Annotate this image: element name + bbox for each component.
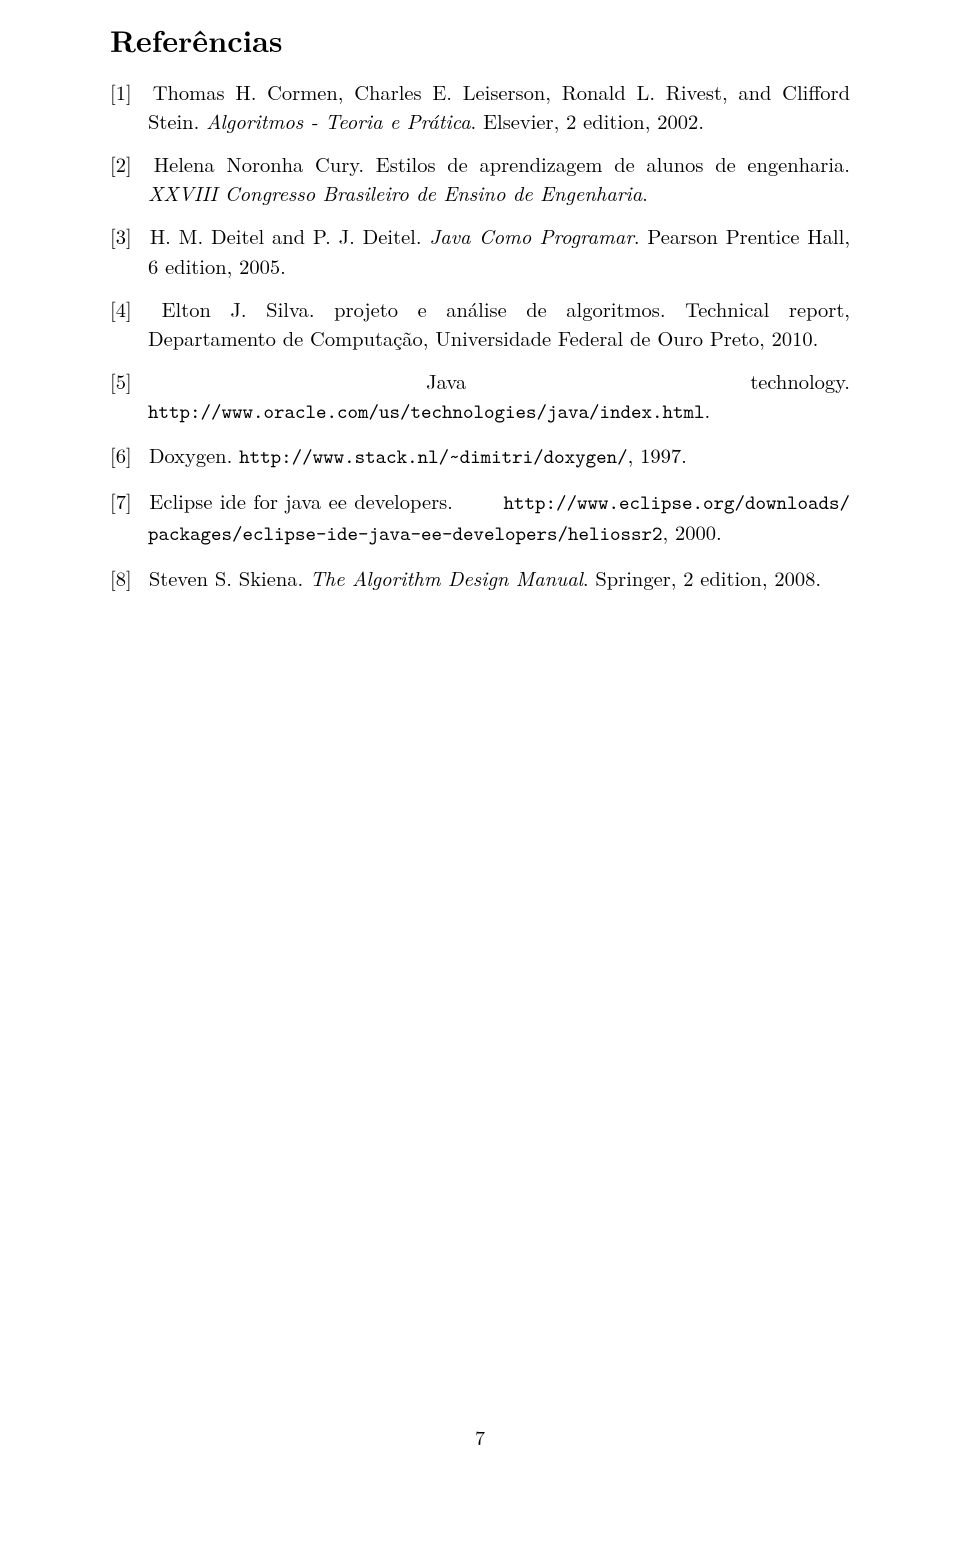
ref-label: [2]	[110, 149, 142, 178]
ref-title: Java Como Programar	[429, 221, 634, 250]
ref-label: [5]	[110, 366, 142, 395]
reference-8: [8] Steven S. Skiena. The Algorithm Desi…	[110, 563, 850, 592]
reference-6: [6] Doxygen. http://www.stack.nl/~dimitr…	[110, 440, 850, 471]
ref-url: http://www.stack.nl/~dimitri/doxygen/	[239, 444, 628, 470]
reference-4: [4] Elton J. Silva. projeto e análise de…	[110, 294, 850, 352]
ref-title: Algoritmos - Teoria e Prática	[206, 106, 470, 135]
ref-text: Elton J. Silva. projeto e análise de alg…	[148, 294, 850, 352]
ref-line2: packages/eclipse-ide-java-ee-developers/…	[148, 517, 850, 548]
ref-tail: . Elsevier, 2 edition, 2002.	[471, 106, 704, 135]
reference-5: [5] Java technology. http://www.oracle.c…	[110, 366, 850, 427]
ref-url-part1: http://www.eclipse.org/downloads/	[504, 490, 851, 516]
ref-label: [3]	[110, 221, 142, 250]
ref-label: [7]	[110, 486, 142, 515]
reference-7: [7] Eclipse ide for java ee developers. …	[110, 486, 850, 549]
ref-title: XXVIII Congresso Brasileiro de Ensino de…	[148, 178, 642, 207]
ref-tail: , 1997.	[628, 440, 687, 469]
ref-text: Eclipse ide for java ee developers.	[149, 486, 452, 515]
ref-label: [8]	[110, 563, 142, 592]
ref-url-part2: packages/eclipse-ide-java-ee-developers/…	[148, 521, 663, 547]
ref-tail: .	[642, 178, 648, 207]
references-heading: Referências	[110, 18, 850, 61]
ref-text: Steven S. Skiena.	[149, 563, 310, 592]
ref-tail: .	[705, 395, 711, 424]
ref-label: [6]	[110, 440, 142, 469]
reference-2: [2] Helena Noronha Cury. Estilos de apre…	[110, 149, 850, 207]
ref-text: Helena Noronha Cury. Estilos de aprendiz…	[154, 149, 850, 178]
page-number: 7	[0, 1422, 960, 1451]
ref-url: http://www.oracle.com/us/technologies/ja…	[148, 399, 705, 425]
ref-tail: , 2000.	[663, 517, 722, 546]
ref-label: [4]	[110, 294, 142, 323]
ref-text: Java technology.	[426, 366, 850, 395]
ref-label: [1]	[110, 77, 142, 106]
ref-tail: . Springer, 2 edition, 2008.	[583, 563, 821, 592]
ref-text: H. M. Deitel and P. J. Deitel.	[150, 221, 430, 250]
page: Referências [1] Thomas H. Cormen, Charle…	[0, 0, 960, 1561]
ref-text: Doxygen.	[149, 440, 239, 469]
reference-1: [1] Thomas H. Cormen, Charles E. Leisers…	[110, 77, 850, 135]
reference-3: [3] H. M. Deitel and P. J. Deitel. Java …	[110, 221, 850, 279]
ref-title: The Algorithm Design Manual	[310, 563, 583, 592]
